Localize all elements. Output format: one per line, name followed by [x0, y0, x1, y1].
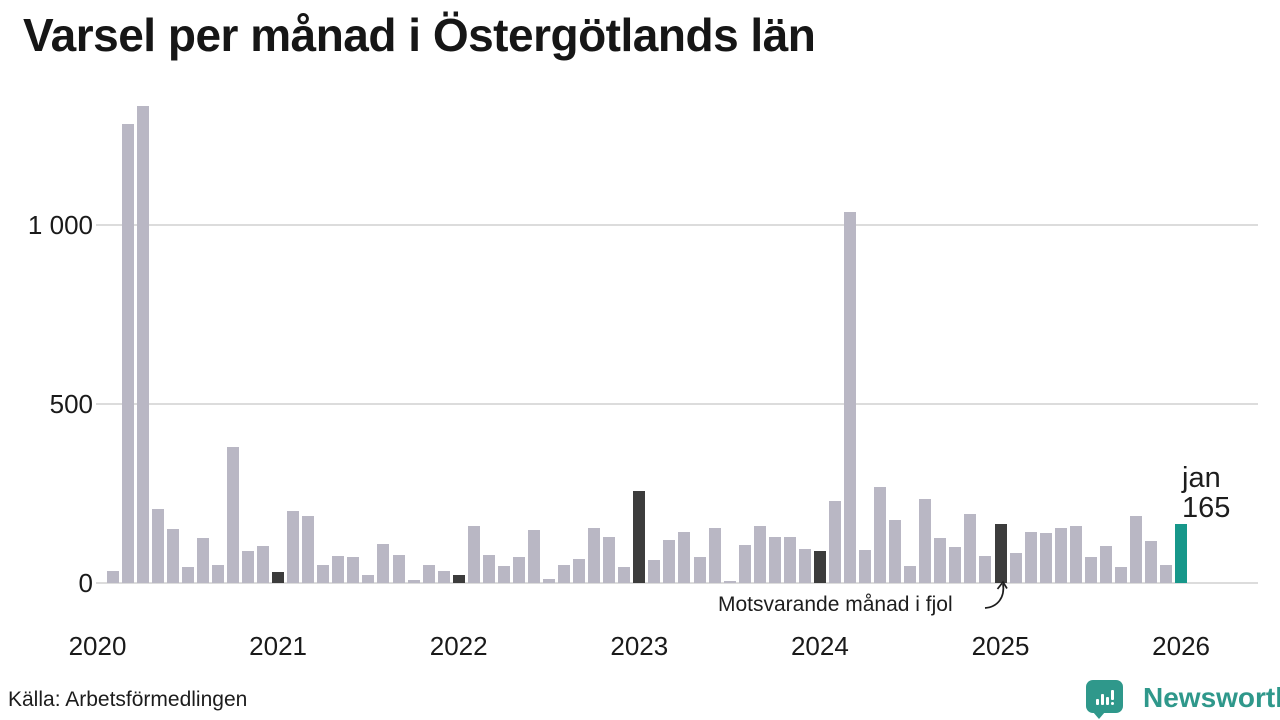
- bar-2020-09: [211, 565, 224, 583]
- y-axis-tick-label: 0: [78, 568, 93, 598]
- newsworthy-wordmark: Newsworthy: [1143, 682, 1280, 713]
- bar-2024-05: [874, 487, 887, 583]
- bar-2021-06: [347, 557, 360, 583]
- bar-2021-04: [317, 565, 330, 583]
- bar-2025-04: [1039, 533, 1052, 583]
- bar-2022-08: [558, 565, 571, 583]
- bar-2020-06: [166, 529, 179, 583]
- y-axis-tick-label: 500: [49, 389, 93, 419]
- page-title: Varsel per månad i Östergötlands län: [23, 9, 816, 61]
- bar-2024-06: [889, 520, 902, 583]
- bar-2020-03: [121, 124, 134, 583]
- x-axis-year-label: 2026: [1152, 631, 1211, 661]
- gridline-0: [96, 582, 1258, 584]
- bar-2020-07: [181, 567, 194, 583]
- source-caption: Källa: Arbetsförmedlingen: [8, 688, 248, 711]
- bar-2024-08: [919, 499, 932, 583]
- bar-2025-12: [1160, 565, 1173, 583]
- bar-2021-09: [392, 555, 405, 583]
- bar-2022-03: [482, 555, 495, 583]
- bar-2023-06: [708, 528, 721, 583]
- bar-2025-07: [1084, 557, 1097, 583]
- bar-2022-10: [588, 528, 601, 583]
- bar-2021-12: [437, 571, 450, 583]
- bar-2023-05: [693, 557, 706, 583]
- bar-2022-05: [512, 557, 525, 583]
- bar-2024-02: [828, 501, 841, 583]
- y-axis-tick-label: 1 000: [27, 210, 93, 240]
- current-month-value-label: jan 165: [1182, 463, 1230, 523]
- bar-2024-12: [979, 556, 992, 583]
- bar-2025-01: [994, 524, 1007, 583]
- gridline-500: [96, 403, 1258, 405]
- bar-2020-10: [226, 447, 239, 583]
- bar-2023-12: [798, 549, 811, 583]
- bar-2026-01: [1175, 524, 1188, 583]
- bar-2023-04: [678, 532, 691, 583]
- bar-2025-06: [1069, 526, 1082, 583]
- barchart-exclamation-icon: [1086, 680, 1123, 713]
- bar-2024-03: [844, 212, 856, 583]
- bar-2023-01: [633, 491, 646, 583]
- x-axis-year-label: 2025: [971, 631, 1030, 661]
- bar-2021-03: [302, 516, 315, 583]
- current-month-value: 165: [1182, 492, 1231, 524]
- bar-2023-09: [753, 526, 766, 583]
- bar-2025-05: [1054, 528, 1067, 583]
- bar-2024-01: [813, 551, 826, 583]
- annotation-same-month-last-year: Motsvarande månad i fjol: [718, 593, 953, 616]
- bar-2025-08: [1099, 546, 1112, 583]
- bar-2023-11: [783, 537, 796, 583]
- bar-2024-04: [859, 550, 872, 583]
- bar-2025-10: [1129, 516, 1142, 583]
- bar-2020-05: [151, 509, 164, 583]
- bar-2021-01: [272, 572, 285, 583]
- bar-2021-07: [362, 575, 375, 583]
- x-axis-year-label: 2024: [790, 631, 849, 661]
- bar-2022-07: [543, 579, 555, 583]
- bar-2021-10: [407, 580, 420, 583]
- bar-2022-12: [618, 567, 631, 583]
- bar-2023-10: [768, 537, 781, 583]
- bar-2022-02: [467, 526, 480, 583]
- newsworthy-logo: Newsworthy: [1086, 679, 1280, 720]
- bar-2024-09: [934, 538, 947, 583]
- x-axis-year-label: 2020: [68, 631, 127, 661]
- bar-2024-10: [949, 547, 962, 583]
- bar-2021-11: [422, 565, 435, 583]
- bar-2020-02: [106, 571, 119, 583]
- newsworthy-badge-icon: [1086, 680, 1123, 719]
- bar-2022-06: [527, 530, 540, 583]
- bar-2022-01: [452, 575, 465, 583]
- bar-2025-11: [1145, 541, 1157, 583]
- bar-2023-02: [648, 560, 661, 583]
- current-month-name: jan: [1182, 462, 1221, 494]
- bar-2023-08: [738, 545, 751, 583]
- bar-2025-09: [1114, 567, 1127, 583]
- bar-2025-03: [1024, 532, 1037, 583]
- bar-2024-11: [964, 514, 977, 583]
- bar-2022-04: [497, 566, 510, 583]
- x-axis-year-label: 2022: [429, 631, 488, 661]
- bar-2022-11: [603, 537, 616, 583]
- bar-2025-02: [1009, 553, 1022, 583]
- annotation-arrow-icon: [984, 580, 1008, 609]
- x-axis-year-label: 2021: [249, 631, 308, 661]
- bar-2020-12: [257, 546, 270, 583]
- gridline-1000: [96, 224, 1258, 226]
- x-axis-year-label: 2023: [610, 631, 669, 661]
- bar-2023-07: [723, 581, 736, 583]
- bar-2020-08: [196, 538, 209, 583]
- bar-2021-05: [332, 556, 345, 583]
- bar-2021-02: [287, 511, 300, 583]
- bar-2020-04: [136, 106, 149, 583]
- bar-2024-07: [904, 566, 917, 583]
- bar-2022-09: [573, 559, 586, 583]
- bar-2020-11: [242, 551, 254, 583]
- bar-2021-08: [377, 544, 390, 583]
- bar-2023-03: [663, 540, 676, 583]
